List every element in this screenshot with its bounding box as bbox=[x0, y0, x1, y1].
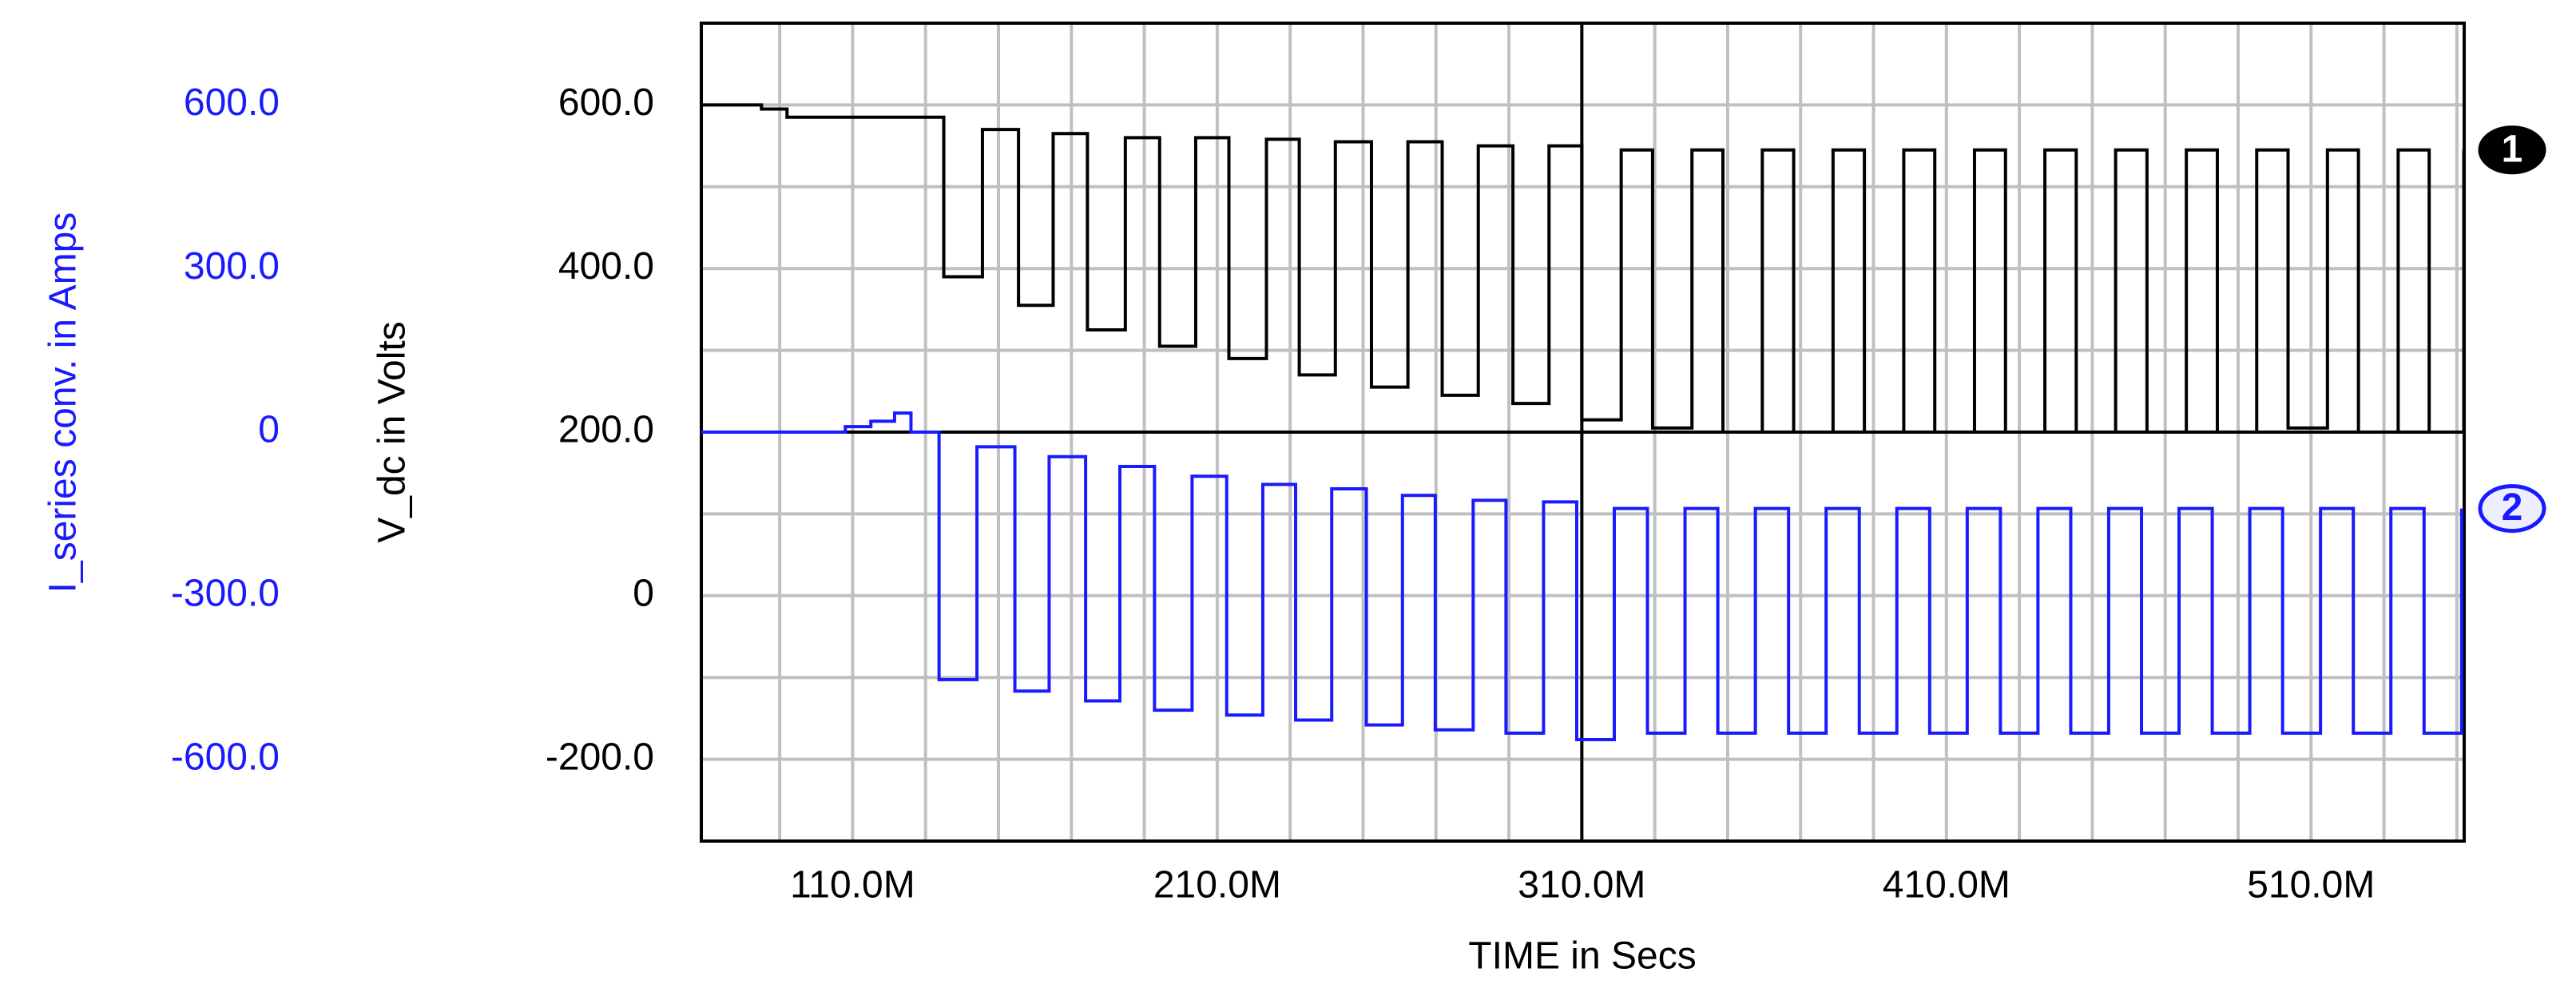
series-marker-label: 1 bbox=[2502, 128, 2523, 170]
x-tick-label: 110.0M bbox=[790, 864, 915, 907]
series-marker-label: 2 bbox=[2502, 486, 2523, 529]
y2-tick-label: 0 bbox=[258, 409, 280, 451]
x-axis-title: TIME in Secs bbox=[1468, 935, 1696, 978]
y-tick-label: 200.0 bbox=[558, 409, 654, 451]
y2-tick-label: 300.0 bbox=[184, 245, 280, 288]
y-tick-label: 400.0 bbox=[558, 245, 654, 288]
y2-tick-label: -300.0 bbox=[171, 572, 280, 614]
y-axis-title: V_dc in Volts bbox=[371, 321, 414, 543]
x-tick-label: 410.0M bbox=[1883, 864, 2010, 907]
y2-axis-title: I_series conv. in Amps bbox=[42, 212, 85, 593]
series-line bbox=[701, 103, 2466, 434]
y2-tick-label: -600.0 bbox=[171, 736, 280, 778]
y-tick-label: 0 bbox=[633, 572, 654, 614]
series-marker bbox=[2478, 484, 2546, 534]
series-line bbox=[701, 411, 2463, 742]
x-tick-label: 310.0M bbox=[1518, 864, 1645, 907]
x-tick-label: 210.0M bbox=[1153, 864, 1281, 907]
y2-tick-label: 600.0 bbox=[184, 81, 280, 124]
series-marker bbox=[2478, 125, 2546, 175]
x-tick-label: 510.0M bbox=[2247, 864, 2375, 907]
y-tick-label: -200.0 bbox=[546, 736, 654, 778]
y-tick-label: 600.0 bbox=[558, 81, 654, 124]
